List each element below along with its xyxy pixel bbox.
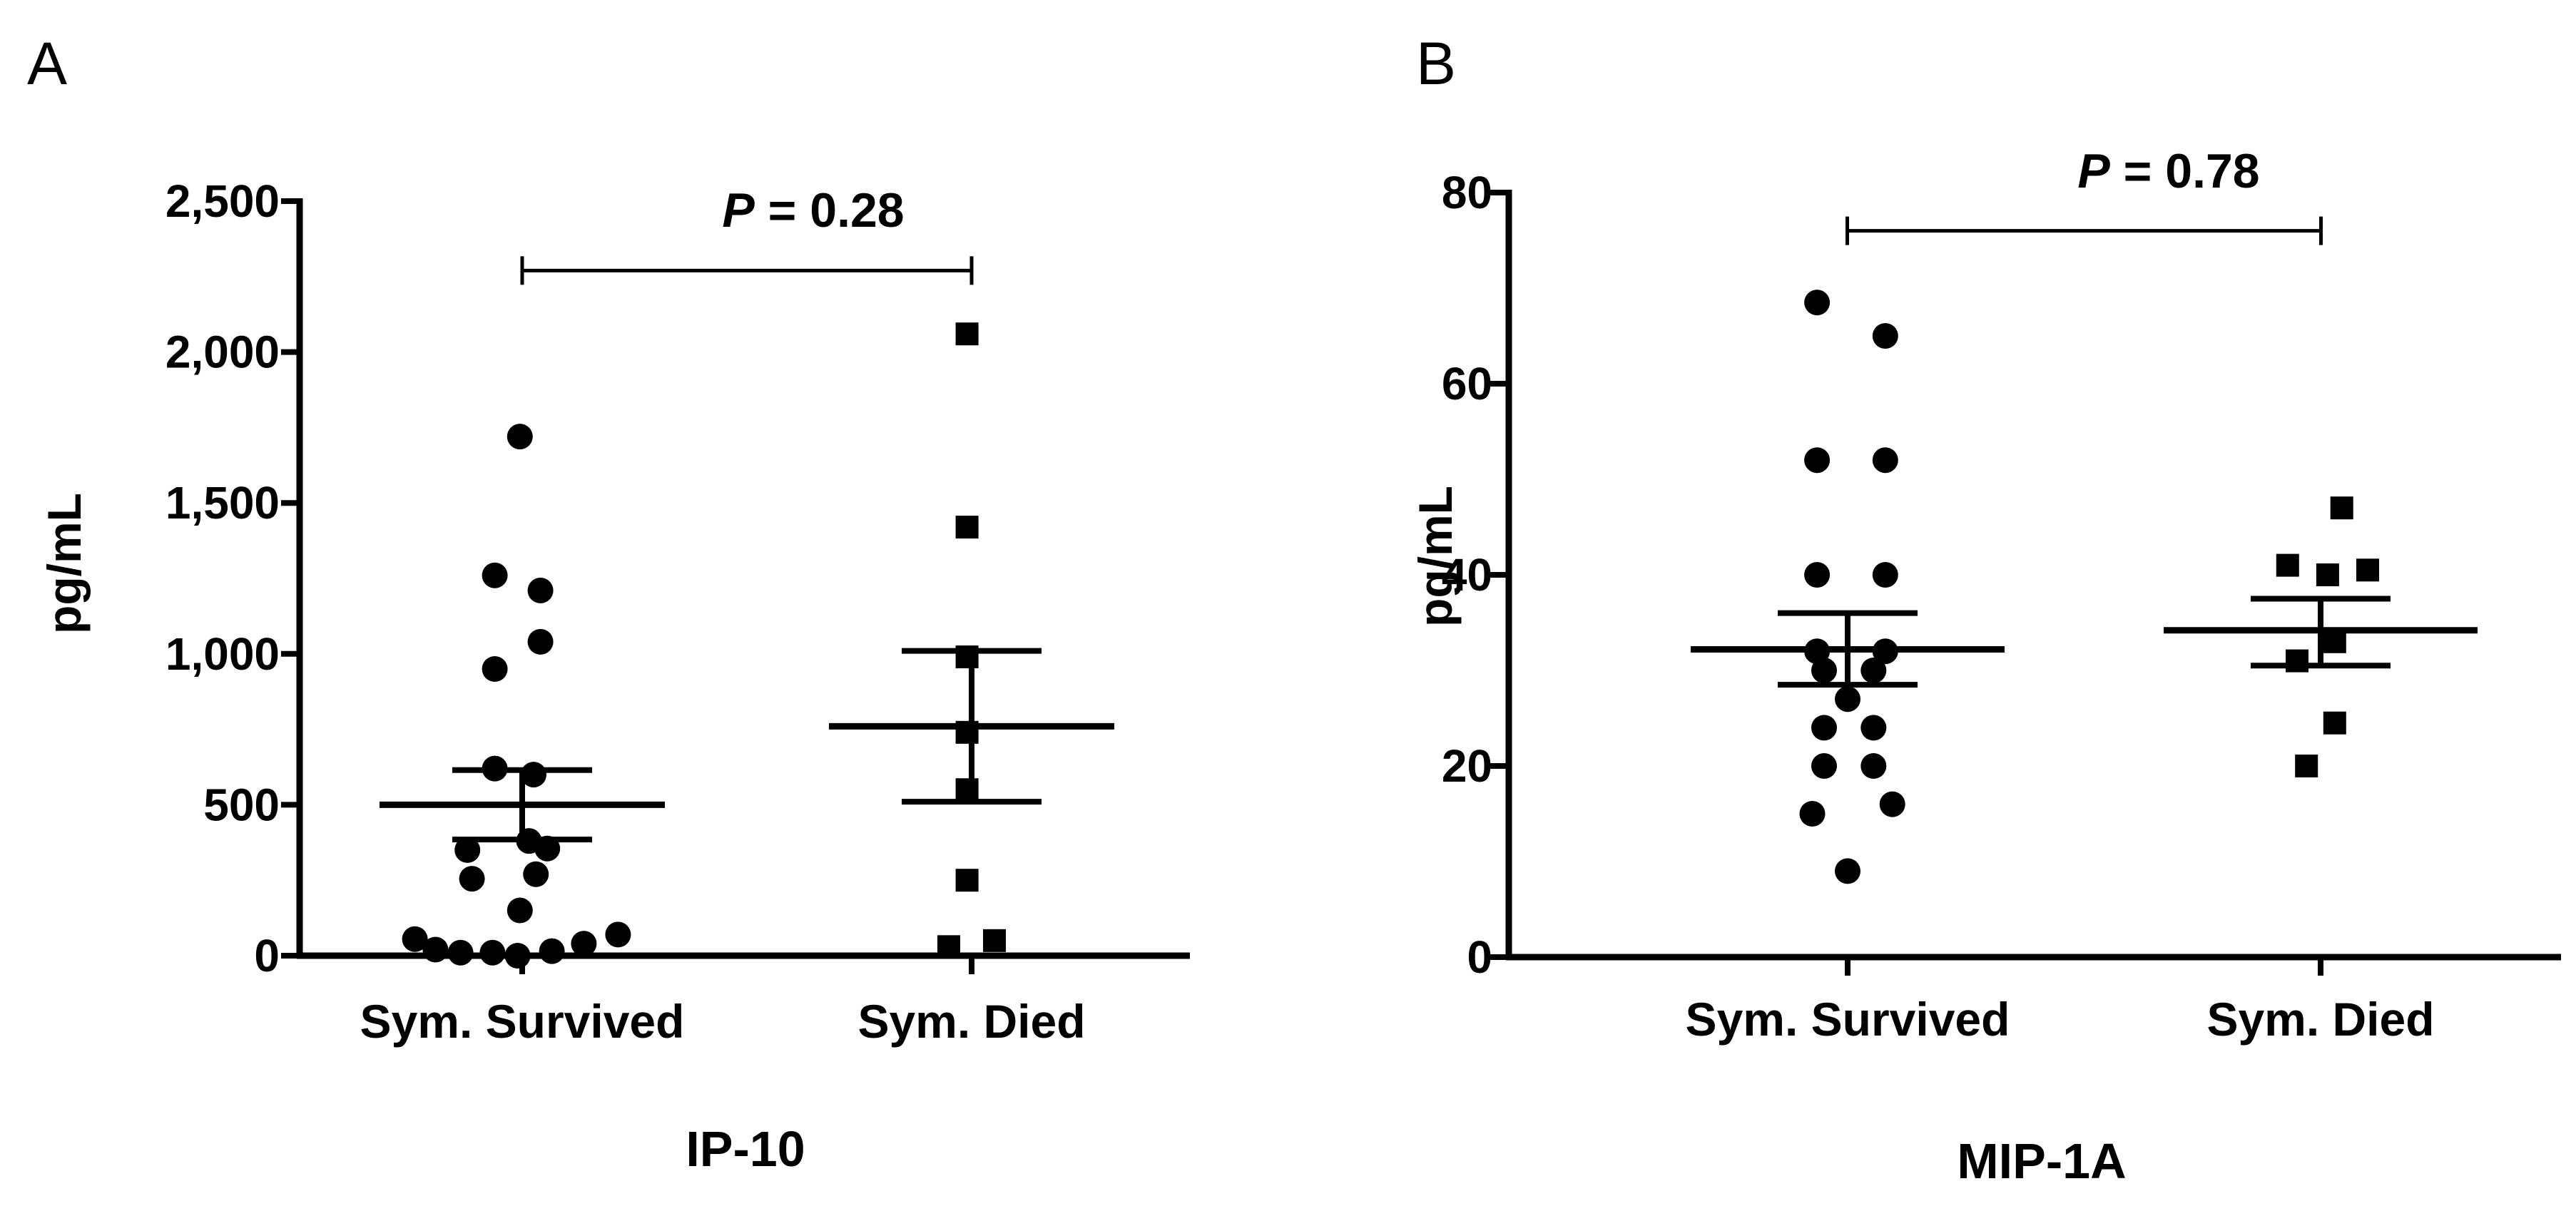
p-value-label: P = 0.78 (2077, 144, 2259, 198)
data-point (506, 897, 533, 924)
data-point (955, 778, 979, 802)
data-point (1811, 715, 1837, 741)
data-point (482, 562, 508, 588)
data-point (955, 516, 979, 539)
y-tick-label: 20 (1442, 740, 1492, 792)
chart-title: IP-10 (686, 1121, 805, 1177)
panel-b: B pg/mL MIP-1A 0 20 40 60 80 Sym. Survived Sym… (1409, 30, 2561, 1189)
data-point (454, 837, 481, 863)
data-point (459, 866, 485, 892)
data-point (2286, 649, 2308, 673)
mean-sem-bars (1691, 596, 2478, 688)
y-tick-label: 500 (203, 779, 280, 830)
data-point (2295, 755, 2318, 777)
data-point (2276, 553, 2299, 577)
data-point (506, 424, 533, 450)
data-point (539, 938, 565, 964)
panel-letter-a: A (27, 30, 67, 97)
axes: 0 500 1,000 1,500 2,000 2,500 Sym. Survived Sym… (166, 175, 1190, 1048)
data-point (1872, 323, 1898, 349)
data-point (1799, 801, 1826, 827)
x-tick-label: Sym. Survived (1686, 993, 2010, 1046)
y-tick-label: 80 (1442, 167, 1492, 218)
mean-sem-bars (380, 648, 1114, 843)
data-point (2356, 558, 2379, 582)
significance-bracket (1846, 216, 2323, 245)
p-value-label: P = 0.28 (722, 183, 904, 237)
data-point (422, 936, 449, 963)
y-tick-label: 2,000 (166, 327, 280, 378)
data-point (1860, 715, 1887, 741)
data-point (402, 926, 428, 952)
y-tick-label: 40 (1442, 549, 1492, 601)
p-value: = 0.28 (755, 183, 905, 237)
data-point (937, 935, 960, 959)
y-tick-label: 60 (1442, 358, 1492, 409)
data-point (527, 577, 554, 603)
data-point (1804, 562, 1831, 588)
x-tick-label: Sym. Died (857, 995, 1085, 1048)
data-point (571, 931, 597, 957)
data-point (1835, 858, 1860, 884)
y-tick-label: 0 (1467, 931, 1492, 983)
data-point (2330, 496, 2353, 520)
p-symbol: P (722, 183, 755, 237)
y-axis-title: pg/mL (38, 493, 91, 634)
x-tick-label: Sym. Survived (360, 995, 685, 1048)
data-point (1872, 562, 1898, 588)
data-point (482, 655, 508, 682)
data-point (605, 921, 631, 948)
y-tick-label: 1,500 (166, 477, 280, 528)
data-point (1872, 447, 1898, 474)
y-axis-title: pg/mL (1409, 486, 1462, 627)
data-point (1804, 290, 1831, 316)
data-point (479, 939, 506, 966)
data-point (2323, 630, 2346, 653)
y-tick-label: 1,000 (166, 628, 280, 680)
panel-a: A pg/mL IP-10 0 500 1,000 1,500 2,000 2,500 Sy… (27, 30, 1190, 1177)
data-point (983, 929, 1006, 952)
x-tick-label: Sym. Died (2206, 993, 2434, 1046)
data-point (1804, 447, 1831, 474)
data-point (1835, 686, 1860, 712)
p-symbol: P (2077, 144, 2110, 198)
data-point (523, 861, 549, 887)
y-tick-label: 0 (254, 930, 280, 981)
data-point (1811, 753, 1837, 779)
chart-title: MIP-1A (1957, 1133, 2126, 1189)
data-point (2323, 711, 2346, 735)
data-points (402, 322, 1006, 969)
axes: 0 20 40 60 80 Sym. Survived Sym. Died (1442, 167, 2561, 1046)
data-point (1879, 791, 1905, 817)
data-point (2316, 563, 2339, 586)
data-point (1860, 658, 1887, 683)
data-points (1799, 290, 2379, 884)
significance-bracket (520, 256, 974, 285)
data-point (447, 939, 474, 966)
p-value: = 0.78 (2110, 144, 2260, 198)
data-point (504, 943, 531, 969)
data-point (1860, 753, 1887, 779)
y-tick-label: 2,500 (166, 175, 280, 227)
data-point (527, 628, 554, 655)
data-point (955, 869, 979, 892)
panel-letter-b: B (1416, 30, 1456, 97)
data-point (955, 322, 979, 346)
